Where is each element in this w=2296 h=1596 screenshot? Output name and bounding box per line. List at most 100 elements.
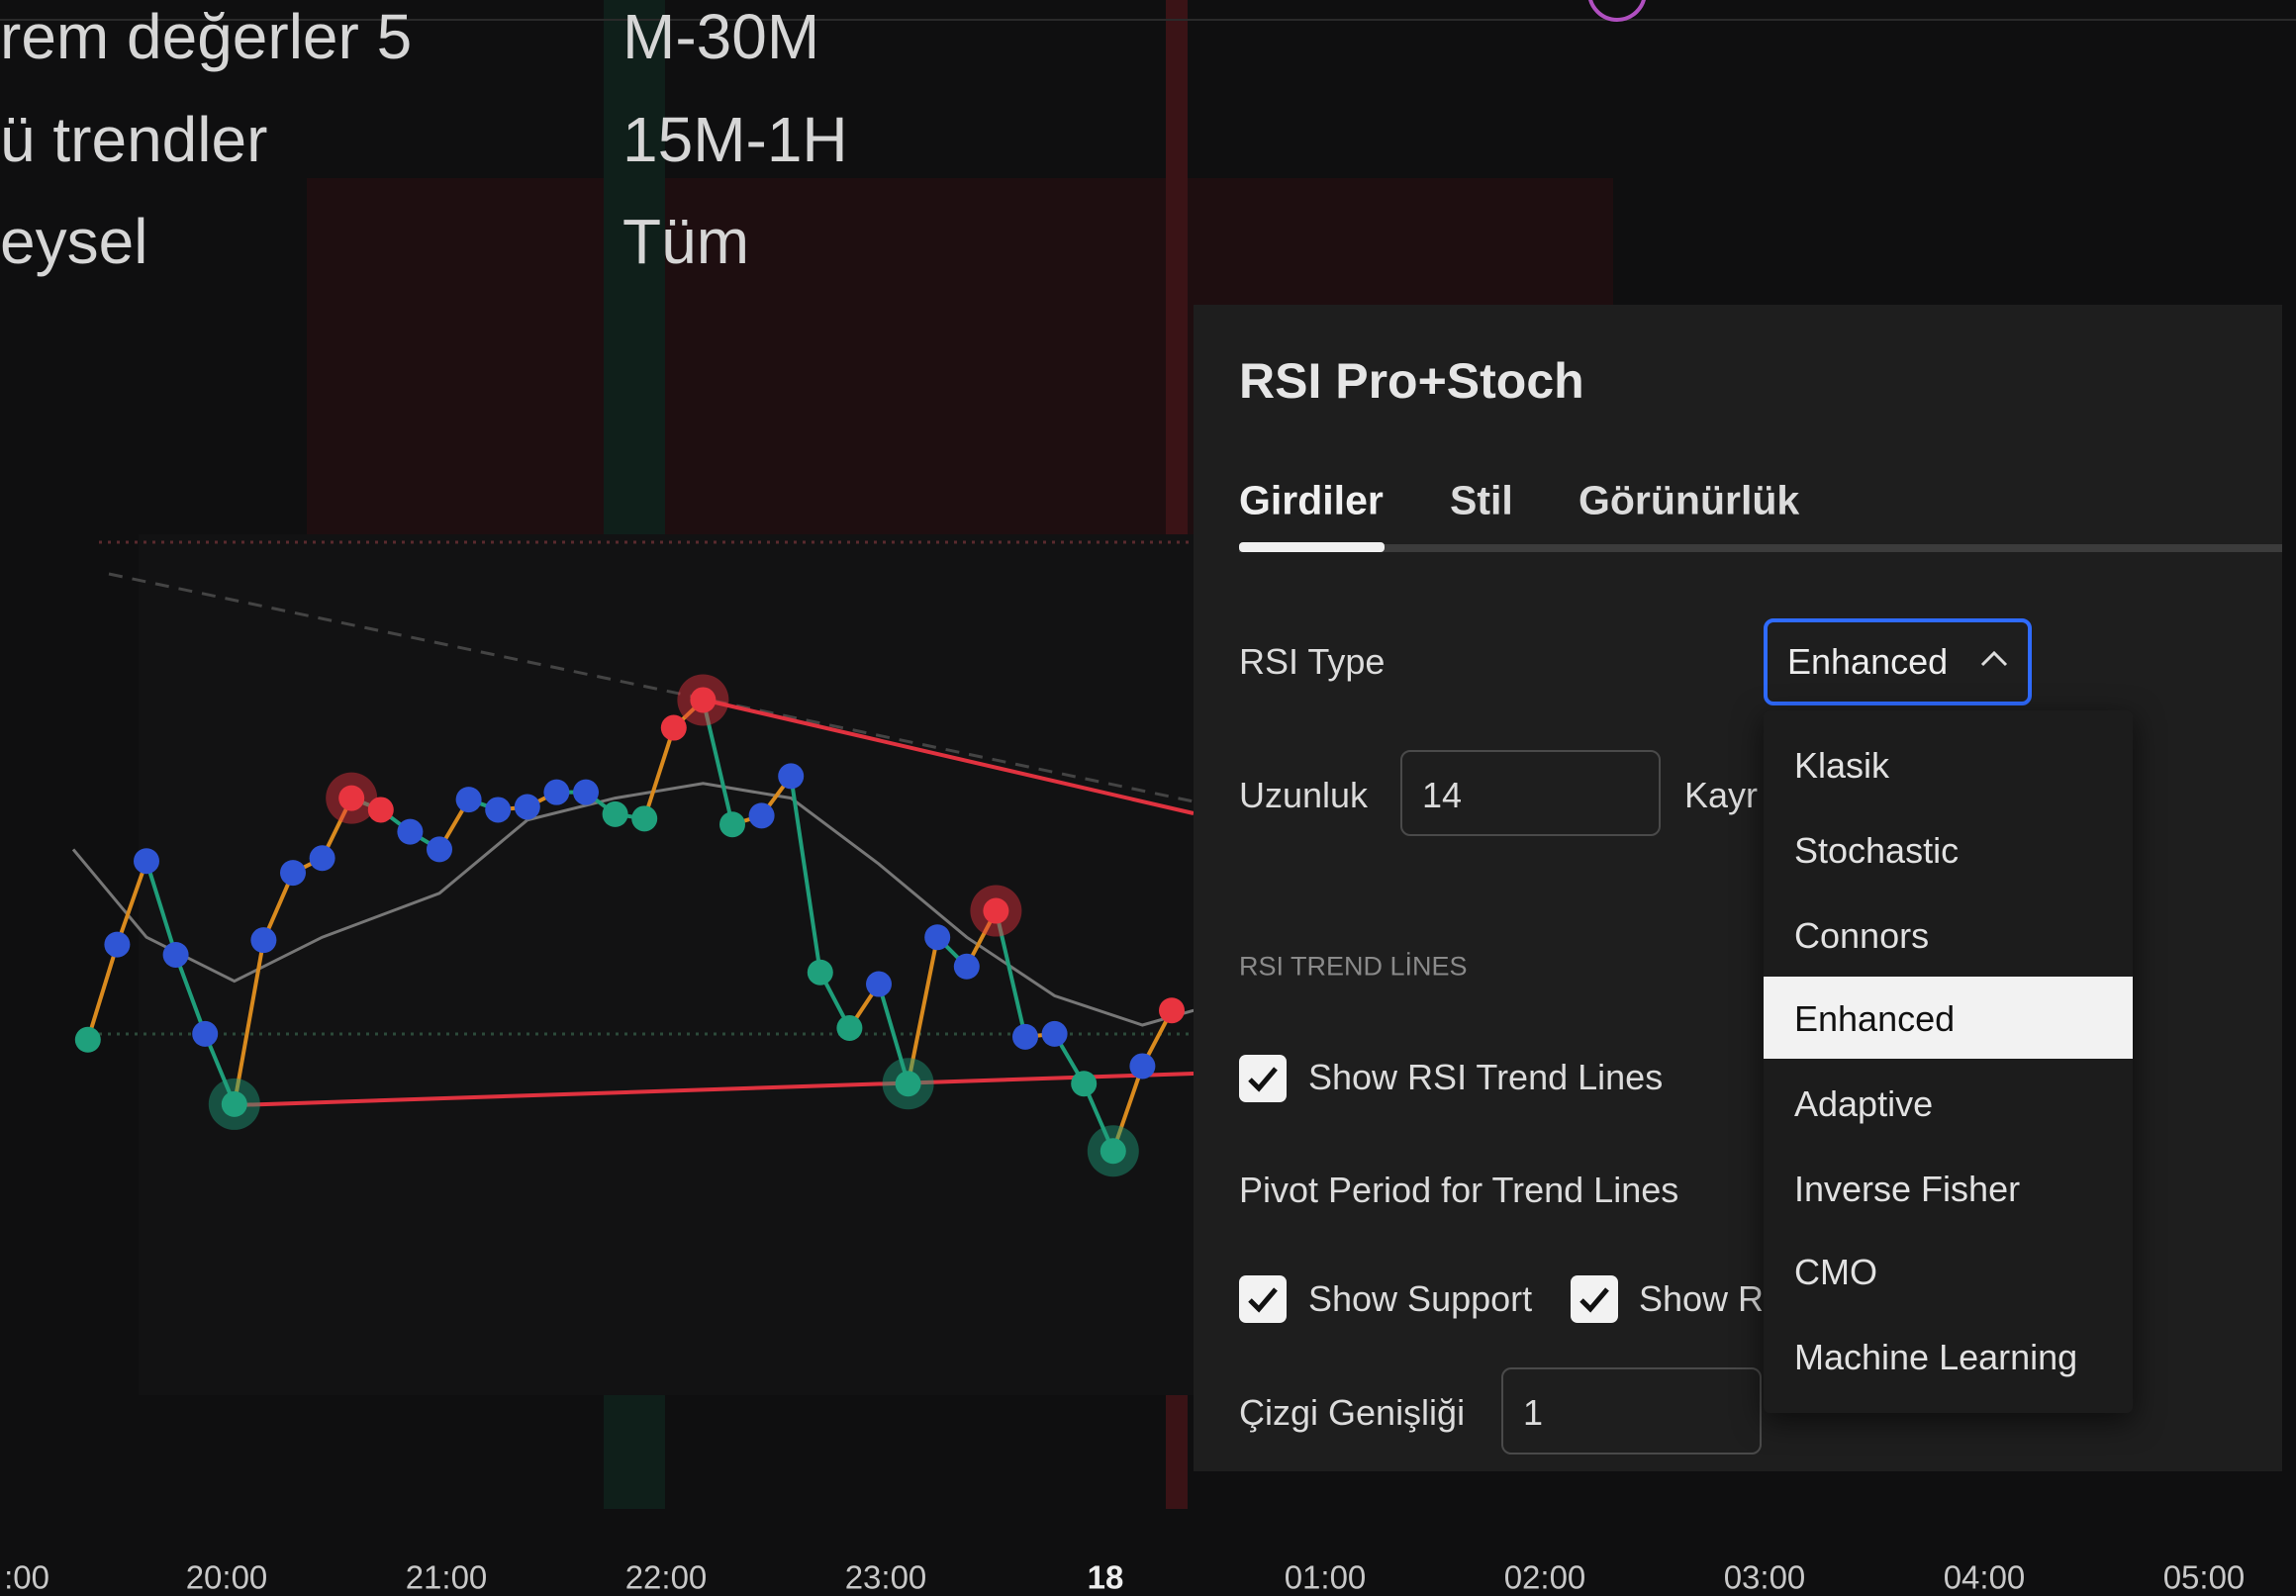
checkbox[interactable] [1239, 1275, 1287, 1323]
checkbox-label: Show RSI Trend Lines [1308, 1057, 1664, 1097]
rsi-dot [1071, 1071, 1098, 1097]
dropdown-option[interactable]: Enhanced [1794, 998, 1956, 1039]
rsi-segment [642, 726, 676, 819]
tab[interactable]: Girdiler [1239, 477, 1384, 523]
time-label: 18 [1087, 1558, 1124, 1596]
rsi-plot [71, 674, 1195, 1177]
rsi-dot [397, 818, 424, 845]
rsi-dot [983, 897, 1009, 924]
rsi-dot [573, 779, 599, 805]
chart-area [139, 534, 1194, 1395]
dropdown-option[interactable]: Stochastic [1794, 830, 1960, 871]
rsi-dot [367, 797, 394, 823]
checkbox[interactable] [1571, 1275, 1618, 1323]
dropdown-option[interactable]: Inverse Fisher [1794, 1169, 2021, 1209]
dropdown-option[interactable]: Connors [1794, 915, 1930, 956]
field-label: Uzunluk [1239, 775, 1369, 815]
rsi-dot [134, 848, 159, 875]
rsi-dot [455, 787, 482, 813]
marker [1588, 0, 1646, 22]
dropdown-option[interactable]: Machine Learning [1794, 1337, 2078, 1377]
table-cell: eysel [0, 206, 148, 277]
rsi-dot [192, 1020, 219, 1047]
rsi-dot [953, 953, 980, 980]
rsi-dot [866, 971, 892, 997]
dashed-trend [108, 572, 1195, 803]
option-highlight [1764, 977, 2133, 1059]
dropdown-option[interactable]: Adaptive [1794, 1083, 1934, 1124]
rsi-dot [1012, 1023, 1038, 1050]
trend-line [234, 1072, 1195, 1107]
rsi-dot [543, 779, 570, 805]
trend-line [702, 698, 1195, 815]
input-value[interactable]: 1 [1523, 1392, 1544, 1433]
rsi-dot [74, 1026, 101, 1053]
rsi-dot [895, 1071, 921, 1097]
time-label: 22:00 [624, 1558, 708, 1596]
width-input[interactable] [1501, 1367, 1762, 1455]
field-label: Pivot Period for Trend Lines [1239, 1170, 1679, 1210]
select-value[interactable]: Enhanced [1787, 641, 1949, 682]
panel-title: RSI Pro+Stoch [1239, 353, 1584, 409]
rsi-segment [701, 699, 734, 825]
time-label: 03:00 [1723, 1558, 1806, 1596]
time-label: 23:00 [844, 1558, 927, 1596]
tab[interactable]: Stil [1450, 477, 1513, 523]
dropdown-menu: Klasik Stochastic Connors Enhanced Adaptive I… [1764, 710, 2133, 1413]
section-header: RSI TREND LİNES [1239, 951, 1468, 982]
time-label: 20:00 [185, 1558, 268, 1596]
tab-indicator [1239, 542, 1385, 552]
time-label: 05:00 [2162, 1558, 2246, 1596]
length-input[interactable] [1400, 750, 1661, 836]
input-value[interactable]: 14 [1422, 775, 1463, 815]
rsi-dot [427, 836, 452, 863]
rsi-dot [338, 785, 365, 811]
tab-track [1239, 544, 2282, 552]
rsi-dot [250, 927, 277, 954]
rsi-dot [690, 687, 717, 713]
dropdown-option[interactable]: CMO [1794, 1252, 1877, 1292]
table-cell: ü trendler [0, 104, 268, 175]
rsi-dot [104, 931, 131, 958]
table-cell: Tüm [622, 206, 749, 277]
time-label: :00 [4, 1558, 49, 1596]
table-cell: rem değerler 5 [0, 1, 413, 72]
rsi-dot [807, 959, 833, 986]
time-label: 21:00 [405, 1558, 488, 1596]
checkbox-label: Show Support [1308, 1278, 1533, 1319]
checkbox[interactable] [1239, 1055, 1287, 1102]
rsi-dot [514, 794, 540, 820]
signal-line [71, 782, 1195, 1027]
rsi-dot [719, 811, 745, 838]
rsi-segment [115, 860, 148, 946]
rsi-segment [144, 860, 178, 956]
time-label: 01:00 [1284, 1558, 1367, 1596]
rsi-dot [1159, 997, 1185, 1024]
field-label: Kayr [1684, 775, 1759, 815]
rsi-dot [221, 1090, 247, 1117]
rsi-dot [748, 802, 775, 829]
rsi-dot [1129, 1053, 1156, 1080]
time-label: 04:00 [1943, 1558, 2026, 1596]
select-box[interactable] [1764, 618, 2032, 705]
rsi-segment [173, 954, 208, 1035]
tab[interactable]: Görünürlük [1578, 477, 1800, 523]
table-cell: 15M-1H [622, 104, 848, 175]
checkbox-label: Show R [1639, 1278, 1765, 1319]
rsi-dot [1041, 1020, 1068, 1047]
rsi-segment [877, 983, 910, 1084]
dropdown-option[interactable]: Klasik [1794, 745, 1890, 786]
rsi-dot [1100, 1138, 1126, 1165]
rsi-dot [309, 845, 335, 872]
rsi-segment [994, 910, 1027, 1038]
rsi-dot [836, 1014, 863, 1041]
chevron-up [1980, 650, 2008, 667]
rsi-dot [280, 860, 306, 887]
field-label: RSI Type [1239, 641, 1386, 682]
time-label: 02:00 [1503, 1558, 1586, 1596]
table-cell: M-30M [622, 1, 820, 72]
rsi-dot [778, 763, 805, 790]
rsi-dot [660, 714, 687, 741]
rsi-dot [602, 800, 628, 827]
